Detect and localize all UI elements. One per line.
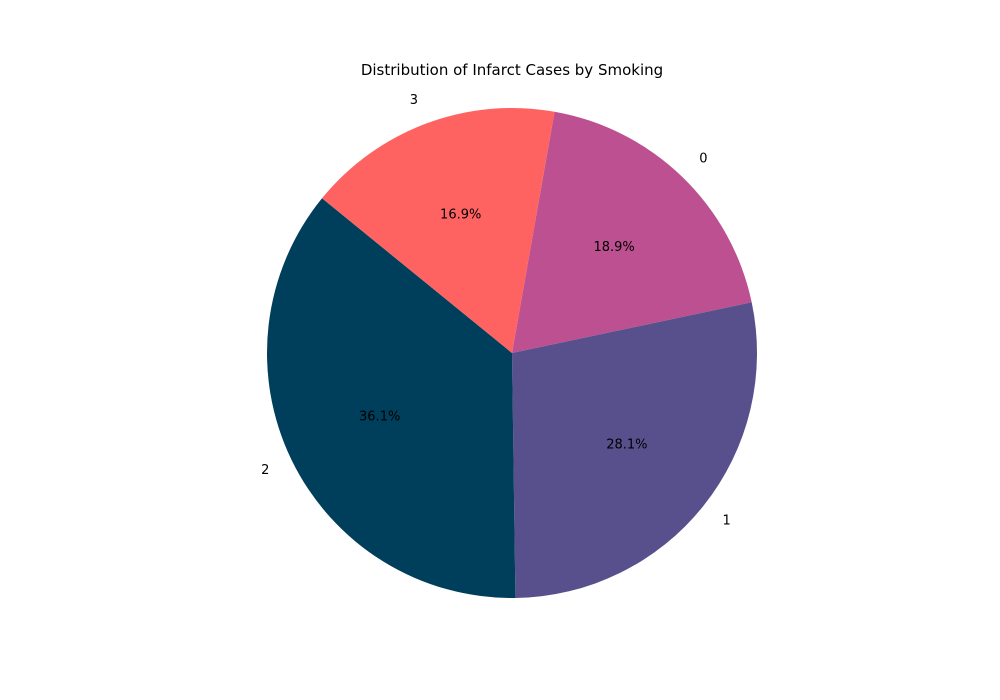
pie-percent-label-2: 36.1% (359, 410, 400, 425)
pie-category-label-0: 0 (699, 152, 707, 167)
pie-slice-0 (512, 111, 752, 353)
pie-percent-label-3: 16.9% (440, 208, 481, 223)
pie-category-label-3: 3 (410, 93, 418, 108)
pie-labels: 18.9% 0 28.1% 1 36.1% 2 16.9% 3 (261, 93, 731, 529)
pie-slice-3 (322, 107, 555, 353)
pie-percent-label-1: 28.1% (606, 437, 647, 452)
pie-slice-1 (512, 302, 757, 598)
pie-slice-2 (266, 198, 516, 599)
pie-percent-label-0: 18.9% (593, 240, 634, 255)
pie-category-label-2: 2 (261, 463, 269, 478)
pie-slices (266, 107, 757, 599)
chart-title: Distribution of Infarct Cases by Smoking (360, 61, 664, 79)
pie-category-label-1: 1 (723, 514, 731, 529)
